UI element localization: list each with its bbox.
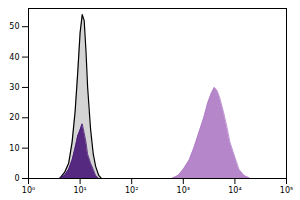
svg-text:10⁴: 10⁴ bbox=[228, 186, 241, 195]
svg-text:10: 10 bbox=[9, 144, 19, 153]
svg-text:0: 0 bbox=[14, 174, 19, 183]
svg-text:10¹: 10¹ bbox=[73, 186, 86, 195]
svg-text:20: 20 bbox=[9, 113, 19, 122]
svg-text:10²: 10² bbox=[125, 186, 138, 195]
svg-text:10⁵: 10⁵ bbox=[280, 186, 293, 195]
svg-text:10³: 10³ bbox=[177, 186, 190, 195]
svg-text:10⁰: 10⁰ bbox=[22, 186, 35, 195]
svg-text:40: 40 bbox=[9, 53, 19, 62]
svg-text:30: 30 bbox=[9, 83, 19, 92]
svg-text:50: 50 bbox=[9, 22, 19, 31]
